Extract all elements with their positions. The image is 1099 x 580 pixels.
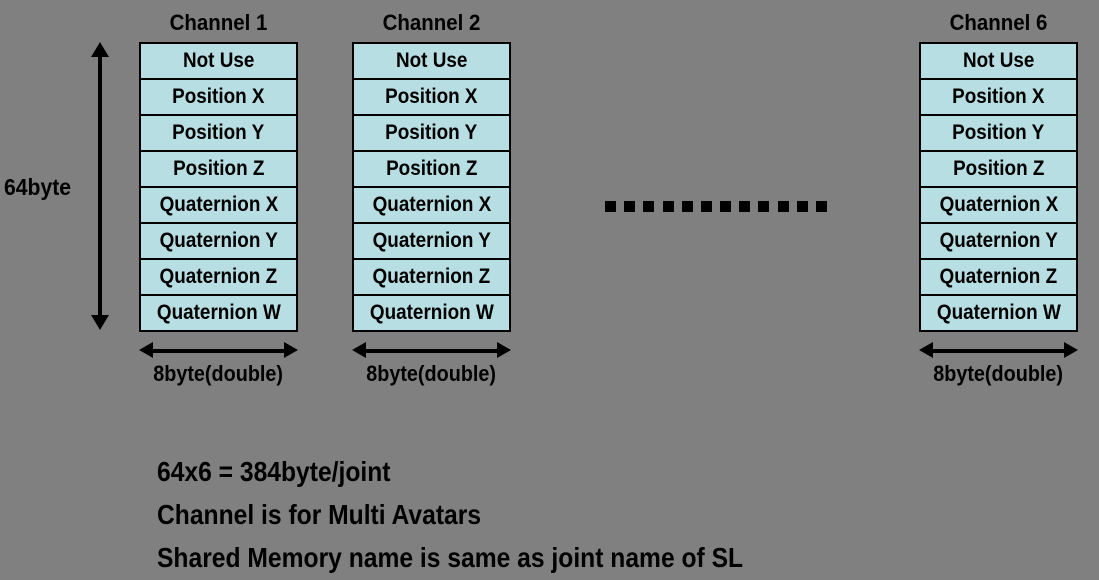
memory-cell-row-4: Quaternion X bbox=[354, 188, 509, 224]
memory-cell-row-7: Quaternion W bbox=[354, 296, 509, 330]
memory-cell-row-3: Position Z bbox=[354, 152, 509, 188]
arrow-head-left-icon bbox=[139, 342, 153, 358]
memory-cell-label: Position X bbox=[952, 85, 1045, 108]
memory-cell-label: Not Use bbox=[395, 49, 468, 72]
arrow-head-left-icon bbox=[919, 342, 933, 358]
note-line-3: Shared Memory name is same as joint name… bbox=[157, 536, 1057, 579]
dash-segment bbox=[739, 200, 751, 212]
memory-cell-label: Quaternion W bbox=[156, 301, 281, 324]
channel-title-1: Channel 1 bbox=[169, 10, 268, 35]
arrow-head-right-icon bbox=[497, 342, 511, 358]
dash-segment bbox=[777, 200, 789, 212]
memory-cell-label: Not Use bbox=[182, 49, 255, 72]
vertical-size-label: 64byte bbox=[4, 172, 90, 202]
memory-cell-row-6: Quaternion Z bbox=[354, 260, 509, 296]
note-text: Shared Memory name is same as joint name… bbox=[157, 542, 744, 573]
dash-segment bbox=[681, 200, 693, 212]
arrow-shaft bbox=[364, 349, 499, 353]
arrow-head-right-icon bbox=[1064, 342, 1078, 358]
memory-cell-label: Position Y bbox=[952, 121, 1045, 144]
width-label-text: 8byte(double) bbox=[933, 361, 1064, 386]
memory-cell-label: Quaternion Z bbox=[939, 265, 1058, 288]
memory-cell-label: Position Y bbox=[172, 121, 265, 144]
channel-title-6: Channel 6 bbox=[949, 10, 1048, 35]
memory-cell-row-4: Quaternion X bbox=[921, 188, 1076, 224]
note-line-2: Channel is for Multi Avatars bbox=[157, 493, 1057, 536]
memory-cell-label: Quaternion Y bbox=[372, 229, 491, 252]
memory-cell-label: Position X bbox=[172, 85, 265, 108]
dash-segment bbox=[815, 200, 827, 212]
memory-cell-row-1: Position X bbox=[354, 80, 509, 116]
memory-cell-label: Position Z bbox=[385, 157, 478, 180]
channel-memory-table-6: Not Use Position X Position Y Position Z… bbox=[919, 42, 1078, 332]
memory-cell-row-5: Quaternion Y bbox=[354, 224, 509, 260]
memory-cell-label: Position Z bbox=[952, 157, 1045, 180]
memory-cell-row-3: Position Z bbox=[141, 152, 296, 188]
dash-segment bbox=[758, 200, 770, 212]
note-text: 64x6 = 384byte/joint bbox=[157, 456, 391, 487]
memory-cell-label: Quaternion Z bbox=[372, 265, 491, 288]
width-arrow-icon-6 bbox=[919, 342, 1078, 358]
memory-cell-label: Position Y bbox=[385, 121, 478, 144]
dash-segment bbox=[605, 200, 616, 212]
memory-cell-label: Position Z bbox=[172, 157, 265, 180]
width-label-2: 8byte(double) bbox=[346, 360, 517, 388]
arrow-shaft bbox=[931, 349, 1066, 353]
arrow-head-up-icon bbox=[91, 42, 109, 57]
memory-cell-row-2: Position Y bbox=[921, 116, 1076, 152]
ellipsis-dashes-icon bbox=[605, 200, 827, 212]
memory-cell-row-6: Quaternion Z bbox=[141, 260, 296, 296]
memory-cell-label: Quaternion X bbox=[372, 193, 491, 216]
memory-cell-row-1: Position X bbox=[921, 80, 1076, 116]
memory-cell-label: Quaternion Z bbox=[159, 265, 278, 288]
memory-cell-row-4: Quaternion X bbox=[141, 188, 296, 224]
memory-cell-row-2: Position Y bbox=[141, 116, 296, 152]
dash-segment bbox=[643, 200, 655, 212]
note-text: Channel is for Multi Avatars bbox=[157, 499, 482, 530]
memory-cell-label: Position X bbox=[385, 85, 478, 108]
arrow-shaft bbox=[98, 55, 102, 317]
memory-cell-row-6: Quaternion Z bbox=[921, 260, 1076, 296]
note-line-1: 64x6 = 384byte/joint bbox=[157, 450, 1057, 493]
memory-cell-label: Quaternion X bbox=[939, 193, 1058, 216]
memory-cell-row-7: Quaternion W bbox=[921, 296, 1076, 330]
dash-segment bbox=[624, 200, 636, 212]
memory-cell-row-2: Position Y bbox=[354, 116, 509, 152]
dash-segment bbox=[720, 200, 732, 212]
dash-segment bbox=[796, 200, 808, 212]
memory-cell-label: Quaternion W bbox=[369, 301, 494, 324]
channel-memory-table-1: Not Use Position X Position Y Position Z… bbox=[139, 42, 298, 332]
memory-cell-label: Quaternion Y bbox=[159, 229, 278, 252]
notes-block: 64x6 = 384byte/joint Channel is for Mult… bbox=[157, 450, 1057, 579]
arrow-head-right-icon bbox=[284, 342, 298, 358]
memory-cell-row-1: Position X bbox=[141, 80, 296, 116]
memory-cell-row-0: Not Use bbox=[141, 44, 296, 80]
vertical-size-arrow-icon bbox=[91, 42, 109, 330]
memory-cell-label: Quaternion X bbox=[159, 193, 278, 216]
width-label-6: 8byte(double) bbox=[913, 360, 1084, 388]
memory-cell-label: Not Use bbox=[962, 49, 1035, 72]
dash-segment bbox=[700, 200, 712, 212]
width-label-text: 8byte(double) bbox=[153, 361, 284, 386]
width-label-1: 8byte(double) bbox=[133, 360, 304, 388]
channel-title-2: Channel 2 bbox=[382, 10, 481, 35]
memory-cell-label: Quaternion W bbox=[936, 301, 1061, 324]
vertical-size-label-text: 64byte bbox=[4, 174, 72, 200]
width-label-text: 8byte(double) bbox=[366, 361, 497, 386]
memory-cell-row-3: Position Z bbox=[921, 152, 1076, 188]
width-arrow-icon-1 bbox=[139, 342, 298, 358]
dash-segment bbox=[662, 200, 674, 212]
arrow-head-down-icon bbox=[91, 315, 109, 330]
memory-cell-row-0: Not Use bbox=[921, 44, 1076, 80]
memory-cell-label: Quaternion Y bbox=[939, 229, 1058, 252]
memory-cell-row-5: Quaternion Y bbox=[921, 224, 1076, 260]
arrow-head-left-icon bbox=[352, 342, 366, 358]
width-arrow-icon-2 bbox=[352, 342, 511, 358]
memory-cell-row-7: Quaternion W bbox=[141, 296, 296, 330]
arrow-shaft bbox=[151, 349, 286, 353]
memory-cell-row-5: Quaternion Y bbox=[141, 224, 296, 260]
channel-memory-table-2: Not Use Position X Position Y Position Z… bbox=[352, 42, 511, 332]
memory-cell-row-0: Not Use bbox=[354, 44, 509, 80]
